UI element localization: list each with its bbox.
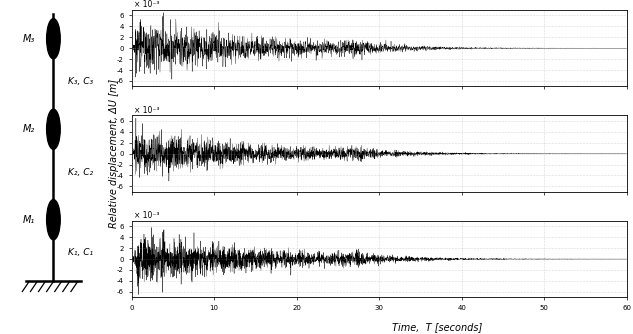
Text: Time,  T [seconds]: Time, T [seconds] — [392, 322, 482, 332]
Text: M₁: M₁ — [23, 215, 35, 225]
Text: M₃: M₃ — [23, 34, 35, 44]
Text: K₁, C₁: K₁, C₁ — [68, 248, 93, 257]
Text: × 10⁻³: × 10⁻³ — [134, 211, 160, 220]
Circle shape — [47, 200, 60, 240]
Circle shape — [47, 19, 60, 59]
Text: K₂, C₂: K₂, C₂ — [68, 168, 93, 177]
Circle shape — [47, 109, 60, 149]
Text: Relative displacement, ΔU [m]: Relative displacement, ΔU [m] — [110, 79, 120, 228]
Text: × 10⁻³: × 10⁻³ — [134, 106, 160, 115]
Text: × 10⁻³: × 10⁻³ — [134, 0, 160, 9]
Text: M₂: M₂ — [23, 124, 35, 134]
Text: K₃, C₃: K₃, C₃ — [68, 77, 93, 86]
